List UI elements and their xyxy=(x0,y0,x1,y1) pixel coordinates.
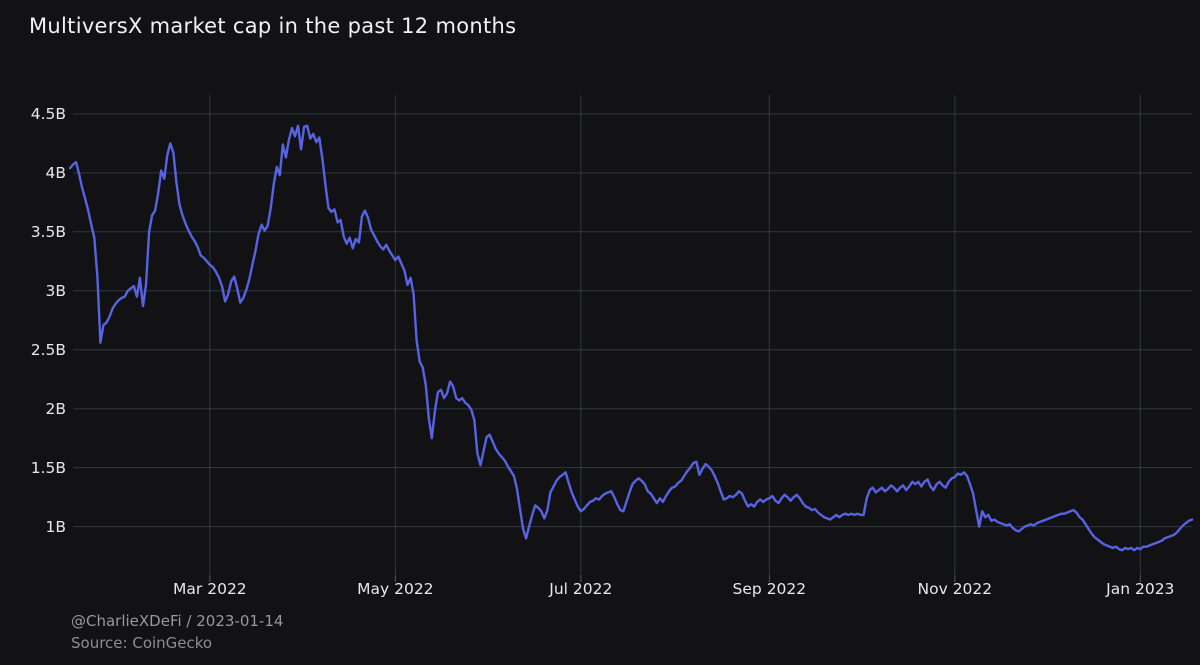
x-tick-label: Sep 2022 xyxy=(732,580,807,598)
x-tick-label: Mar 2022 xyxy=(173,580,247,598)
y-tick-label: 2B xyxy=(45,399,67,418)
y-tick-label: 2.5B xyxy=(30,340,66,359)
y-tick-label: 3.5B xyxy=(30,222,66,241)
attribution-text: @CharlieXDeFi / 2023-01-14 xyxy=(71,612,284,630)
source-text: Source: CoinGecko xyxy=(71,634,213,652)
y-tick-label: 4B xyxy=(45,163,67,182)
y-tick-label: 3B xyxy=(45,281,67,300)
chart-footer: @CharlieXDeFi / 2023-01-14 Source: CoinG… xyxy=(71,610,283,654)
y-tick-label: 4.5B xyxy=(30,104,66,123)
y-tick-label: 1B xyxy=(45,517,67,536)
y-tick-label: 1.5B xyxy=(30,458,66,477)
x-tick-label: Nov 2022 xyxy=(917,580,993,598)
x-tick-label: Jul 2022 xyxy=(549,580,613,598)
x-tick-label: May 2022 xyxy=(357,580,434,598)
series-line xyxy=(68,124,1194,552)
x-tick-label: Jan 2023 xyxy=(1106,580,1175,598)
chart-title: MultiversX market cap in the past 12 mon… xyxy=(29,14,517,38)
